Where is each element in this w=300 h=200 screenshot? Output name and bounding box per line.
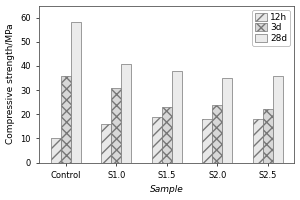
Legend: 12h, 3d, 28d: 12h, 3d, 28d bbox=[252, 10, 290, 46]
Y-axis label: Compressive strength/MPa: Compressive strength/MPa bbox=[6, 24, 15, 144]
Bar bbox=[61, 76, 71, 163]
Bar bbox=[101, 124, 111, 163]
Bar bbox=[172, 71, 182, 163]
Bar bbox=[273, 76, 283, 163]
X-axis label: Sample: Sample bbox=[150, 185, 184, 194]
Bar bbox=[111, 88, 121, 163]
Bar bbox=[152, 117, 162, 163]
Bar bbox=[253, 119, 262, 163]
Bar bbox=[212, 105, 222, 163]
Bar bbox=[202, 119, 212, 163]
Bar bbox=[121, 64, 131, 163]
Bar bbox=[71, 22, 81, 163]
Bar bbox=[51, 138, 61, 163]
Bar bbox=[162, 107, 172, 163]
Bar bbox=[222, 78, 233, 163]
Bar bbox=[262, 109, 273, 163]
